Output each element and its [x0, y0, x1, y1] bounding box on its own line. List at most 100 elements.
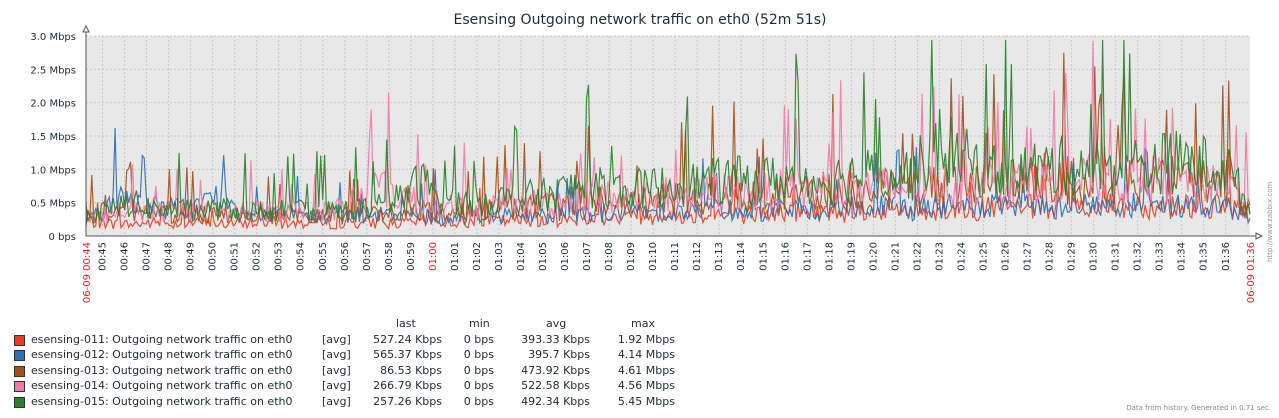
legend-last: 86.53 Kbps: [380, 363, 442, 377]
x-tick-label: 01:16: [780, 242, 791, 271]
legend-swatch: [14, 396, 25, 408]
x-tick-label: 00:52: [252, 242, 263, 271]
legend-header-avg: avg: [546, 317, 567, 330]
x-tick-label: 01:15: [758, 242, 769, 271]
x-tick-label: 01:35: [1199, 242, 1210, 271]
legend-max: 4.61 Mbps: [617, 363, 675, 377]
legend-header-max: max: [631, 317, 655, 330]
x-tick-label: 00:51: [230, 242, 241, 271]
x-tick-label: 01:04: [516, 242, 527, 271]
x-tick-label: 01:01: [450, 242, 461, 271]
legend-series-name: esensing-015: Outgoing network traffic o…: [31, 394, 293, 408]
legend-swatch: [14, 381, 25, 392]
x-tick-label: 01:36: [1221, 242, 1232, 271]
legend-last: 257.26 Kbps: [373, 394, 442, 408]
y-tick-label: 0 bps: [49, 232, 76, 243]
x-tick-label: 01:11: [670, 242, 681, 271]
x-tick-labels: 00:45 00:46 00:47 00:48 00:49 00:50 00:51 00:52…: [82, 242, 1257, 303]
y-tick-label: 2.5 Mbps: [30, 65, 76, 76]
series-layer: [85, 39, 1251, 231]
legend-series-name: esensing-013: Outgoing network traffic o…: [31, 363, 293, 377]
series-line: [85, 41, 1251, 224]
x-tick-label: 00:57: [362, 242, 373, 271]
x-tick-label: 01:28: [1045, 242, 1056, 271]
legend-min: 0 bps: [463, 348, 494, 361]
x-tick-label: 01:17: [802, 242, 813, 271]
x-tick-label: 01:10: [648, 242, 659, 271]
x-tick-label: 01:27: [1023, 242, 1034, 271]
legend-avg: 473.92 Kbps: [521, 363, 590, 377]
legend-max: 5.45 Mbps: [617, 394, 675, 408]
x-tick-label: 01:23: [934, 242, 945, 271]
x-tick-label: 01:08: [604, 242, 615, 271]
x-tick-label: 01:22: [912, 242, 923, 271]
legend-function: [avg]: [322, 394, 351, 408]
x-tick-label: 01:05: [538, 242, 549, 271]
legend-series-name: esensing-011: Outgoing network traffic o…: [31, 332, 293, 346]
legend-min: 0 bps: [463, 394, 494, 408]
x-tick-label: 01:21: [890, 242, 901, 271]
watermark: http://www.zabbix.com: [1266, 181, 1274, 262]
x-tick-label: 01:19: [846, 242, 857, 271]
series-line: [85, 39, 1251, 223]
x-tick-label: 01:06: [560, 242, 571, 271]
y-tick-labels: 0 bps 0.5 Mbps 1.0 Mbps 1.5 Mbps 2.0 Mbps 2.5…: [30, 32, 76, 243]
x-tick-label: 01:02: [472, 242, 483, 271]
x-tick-label: 01:03: [494, 242, 505, 271]
y-tick-label: 0.5 Mbps: [30, 199, 76, 210]
x-axis-arrow: [1255, 232, 1264, 240]
x-tick-label: 00:56: [340, 242, 351, 271]
y-tick-label: 1.0 Mbps: [30, 165, 76, 176]
legend-function: [avg]: [322, 379, 351, 392]
legend-min: 0 bps: [463, 379, 494, 392]
x-tick-label: 01:34: [1177, 242, 1188, 271]
legend-last: 527.24 Kbps: [373, 332, 442, 346]
legend-min: 0 bps: [463, 363, 494, 377]
legend-swatch: [14, 365, 25, 377]
x-tick-label: 01:24: [956, 242, 967, 271]
y-tick-label: 2.0 Mbps: [30, 99, 76, 110]
x-tick-label: 01:13: [714, 242, 725, 271]
x-tick-label: 00:55: [318, 242, 329, 271]
x-tick-label: 00:58: [384, 242, 395, 271]
x-tick-label: 01:09: [626, 242, 637, 271]
legend-series-name: esensing-014: Outgoing network traffic o…: [31, 379, 293, 392]
legend-swatch: [14, 334, 25, 346]
legend-max: 1.92 Mbps: [617, 332, 675, 346]
x-tick-label: 01:20: [868, 242, 879, 271]
x-tick-label: 01:12: [692, 242, 703, 271]
x-tick-label: 00:53: [274, 242, 285, 271]
x-tick-label: 01:29: [1067, 242, 1078, 271]
x-tick-label: 01:32: [1133, 242, 1144, 271]
legend-header-last: last: [396, 317, 416, 330]
legend-last: 266.79 Kbps: [373, 379, 442, 392]
x-tick-label: 00:50: [208, 242, 219, 271]
legend-avg: 393.33 Kbps: [521, 332, 590, 346]
x-tick-label: 01:25: [979, 242, 990, 271]
legend-avg: 522.58 Kbps: [521, 379, 590, 392]
legend-avg: 395.7 Kbps: [528, 348, 590, 361]
x-tick-label: 00:45: [98, 242, 109, 271]
x-start-label: 06-09 00:44: [82, 242, 93, 303]
footer-note: Data from history. Generated in 0.71 sec…: [1126, 404, 1271, 412]
legend-header-min: min: [469, 317, 490, 330]
legend-function: [avg]: [322, 332, 351, 346]
x-tick-label: 00:59: [406, 242, 417, 271]
x-tick-label: 01:33: [1155, 242, 1166, 271]
x-tick-label: 00:54: [296, 242, 307, 271]
x-tick-label: 00:48: [164, 242, 175, 271]
legend-avg: 492.34 Kbps: [521, 394, 590, 408]
axes: [82, 24, 1264, 240]
legend-min: 0 bps: [463, 332, 494, 346]
legend-series-name: esensing-012: Outgoing network traffic o…: [31, 348, 293, 361]
x-tick-label: 01:18: [824, 242, 835, 271]
y-tick-label: 3.0 Mbps: [30, 32, 76, 43]
x-tick-label: 01:07: [582, 242, 593, 271]
legend-swatch: [14, 350, 25, 361]
x-tick-label: 00:46: [120, 242, 131, 271]
x-tick-label: 01:30: [1089, 242, 1100, 271]
x-end-label: 06-09 01:36: [1246, 242, 1257, 303]
x-tick-label: 01:14: [736, 242, 747, 271]
x-tick-label: 01:00: [428, 242, 439, 271]
